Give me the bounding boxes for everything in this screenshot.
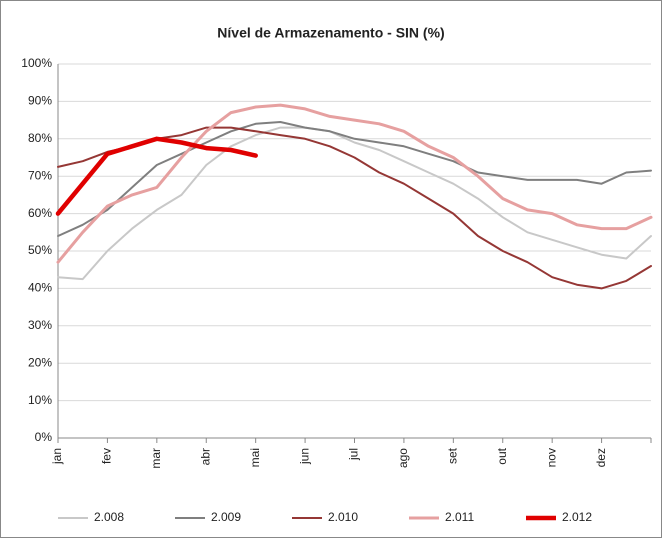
x-tick-label: jun [297, 448, 311, 465]
x-tick-label: jan [50, 448, 64, 465]
legend-label: 2.011 [445, 510, 474, 524]
x-tick-label: abr [198, 448, 212, 465]
x-tick-label: mar [149, 448, 163, 469]
y-tick-label: 40% [28, 281, 52, 295]
x-tick-label: jul [347, 448, 361, 461]
y-tick-label: 0% [35, 430, 53, 444]
y-tick-label: 10% [28, 393, 52, 407]
series-line [55, 136, 258, 216]
x-tick-label: mai [248, 448, 262, 467]
x-tick-label: nov [544, 448, 558, 467]
x-tick-label: out [495, 447, 509, 464]
series-line [56, 103, 653, 264]
y-tick-label: 20% [28, 355, 52, 369]
x-tick-label: ago [396, 448, 410, 468]
y-tick-label: 50% [28, 243, 52, 257]
series-line [57, 126, 652, 281]
y-tick-label: 60% [28, 206, 52, 220]
legend-label: 2.008 [94, 510, 124, 524]
y-tick-label: 70% [28, 168, 52, 182]
chart-title: Nível de Armazenamento - SIN (%) [217, 25, 444, 41]
legend-label: 2.010 [328, 510, 358, 524]
legend-label: 2.012 [562, 510, 592, 524]
y-tick-label: 80% [28, 131, 52, 145]
x-tick-label: set [446, 447, 460, 464]
y-tick-label: 100% [21, 56, 52, 70]
series-line [57, 121, 652, 237]
y-tick-label: 90% [28, 94, 52, 108]
x-tick-label: dez [594, 448, 608, 467]
x-tick-label: fev [100, 448, 114, 464]
legend-label: 2.009 [211, 510, 241, 524]
y-tick-label: 30% [28, 318, 52, 332]
